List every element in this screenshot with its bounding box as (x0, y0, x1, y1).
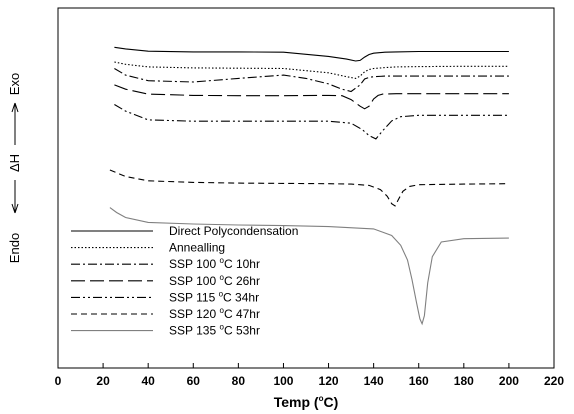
series-layer (109, 46, 509, 326)
x-tick-label: 100 (273, 374, 293, 388)
series-line (114, 84, 509, 110)
legend-label: SSP 135 oC 53hr (169, 323, 260, 338)
x-tick-label: 60 (187, 374, 201, 388)
x-tick-label: 180 (454, 374, 474, 388)
x-tick-label: 80 (232, 374, 246, 388)
y-label-exo: Exo (7, 73, 22, 95)
series-line (114, 104, 509, 140)
y-label-delta-h: ΔH (7, 154, 22, 172)
series-line (109, 169, 509, 207)
x-tick-label: 200 (499, 374, 519, 388)
legend-label: SSP 120 oC 47hr (169, 306, 260, 321)
x-tick-label: 160 (409, 374, 429, 388)
y-label-endo: Endo (7, 233, 22, 263)
y-label-arrowhead-down (11, 203, 19, 214)
series-line (114, 46, 509, 62)
x-tick-label: 40 (142, 374, 156, 388)
series-line (114, 68, 509, 93)
legend-label: SSP 100 oC 26hr (169, 273, 260, 288)
y-label-arrowhead-up (11, 102, 19, 113)
plot-area-frame (57, 7, 555, 369)
series-line (109, 207, 509, 326)
x-tick-label: 0 (55, 374, 62, 388)
x-axis-ticks: 0 20 40 60 80 100 120 140 160 180 200 220 (55, 363, 564, 388)
x-tick-label: 140 (364, 374, 384, 388)
x-tick-label: 220 (544, 374, 564, 388)
x-tick-label: 120 (319, 374, 339, 388)
legend-label: Annealling (169, 241, 225, 255)
legend-label: Direct Polycondensation (169, 224, 298, 238)
y-axis-title: Endo ΔH Exo (7, 73, 22, 263)
legend-label: SSP 115 oC 34hr (169, 289, 259, 304)
x-axis-title: Temp (oC) (274, 394, 339, 410)
legend-label: SSP 100 oC 10hr (169, 256, 260, 271)
x-tick-label: 20 (96, 374, 110, 388)
